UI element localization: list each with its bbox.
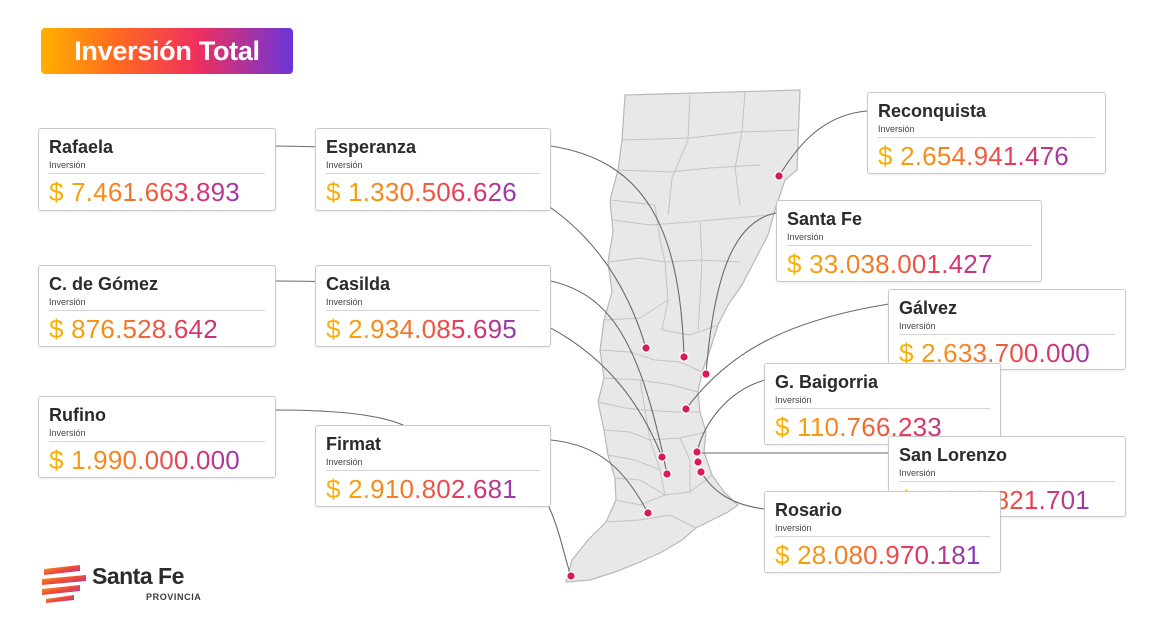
marker-rufino (566, 571, 576, 581)
card-g-baigorria: G. Baigorria Inversión $ 110.766.233 (764, 363, 1001, 445)
connector-esperanza (550, 145, 685, 358)
page-title: Inversión Total (41, 28, 293, 74)
marker-g-baigorria (692, 447, 702, 457)
marker-esperanza (679, 352, 689, 362)
marker-rafaela (641, 343, 651, 353)
investment-label: Inversión (49, 428, 265, 442)
city-name: Firmat (326, 434, 382, 454)
investment-label: Inversión (326, 457, 540, 471)
city-name: Santa Fe (787, 209, 863, 229)
investment-label: Inversión (326, 297, 540, 311)
investment-amount: $ 2.654.941.476 (878, 139, 1095, 173)
city-markers (566, 171, 784, 581)
card-firmat: Firmat Inversión $ 2.910.802.681 (315, 425, 551, 507)
card-galvez: Gálvez Inversión $ 2.633.700.000 (888, 289, 1126, 370)
investment-label: Inversión (49, 297, 265, 311)
connector-santa-fe (705, 212, 777, 375)
logo-name: Santa Fe (92, 563, 184, 589)
investment-amount: $ 7.461.663.893 (49, 175, 265, 209)
city-name: Rosario (775, 500, 843, 520)
connector-reconquista (778, 110, 868, 177)
logo-subtitle: PROVINCIA (146, 592, 202, 602)
investment-label: Inversión (775, 395, 990, 409)
card-reconquista: Reconquista Inversión $ 2.654.941.476 (867, 92, 1106, 174)
investment-amount: $ 33.038.001.427 (787, 247, 1031, 281)
marker-c-de-gomez (657, 452, 667, 462)
city-name: C. de Gómez (49, 274, 159, 294)
city-name: Rafaela (49, 137, 114, 157)
investment-amount: $ 1.990.000.000 (49, 443, 265, 477)
investment-label: Inversión (878, 124, 1095, 138)
city-name: Rufino (49, 405, 106, 425)
investment-label: Inversión (899, 321, 1115, 335)
marker-santa-fe (701, 369, 711, 379)
investment-amount: $ 1.330.506.626 (326, 175, 540, 209)
investment-amount: $ 2.934.085.695 (326, 312, 540, 346)
card-casilda: Casilda Inversión $ 2.934.085.695 (315, 265, 551, 347)
investment-label: Inversión (899, 468, 1115, 482)
investment-label: Inversión (787, 232, 1031, 246)
card-rufino: Rufino Inversión $ 1.990.000.000 (38, 396, 276, 478)
santa-fe-logo: Santa Fe PROVINCIA (40, 563, 210, 609)
city-name: Esperanza (326, 137, 417, 157)
investment-label: Inversión (49, 160, 265, 174)
connector-g-baigorria (696, 379, 766, 453)
card-rafaela: Rafaela Inversión $ 7.461.663.893 (38, 128, 276, 211)
card-santa-fe: Santa Fe Inversión $ 33.038.001.427 (776, 200, 1042, 282)
city-name: G. Baigorria (775, 372, 879, 392)
marker-casilda (662, 469, 672, 479)
city-name: Reconquista (878, 101, 987, 121)
connector-rufino (274, 409, 406, 427)
city-name: Gálvez (899, 298, 958, 318)
investment-label: Inversión (775, 523, 990, 537)
card-c-de-gomez: C. de Gómez Inversión $ 876.528.642 (38, 265, 276, 347)
investment-amount: $ 28.080.970.181 (775, 538, 990, 572)
city-name: San Lorenzo (899, 445, 1008, 465)
department-borders (597, 91, 799, 529)
connector-rosario (700, 471, 766, 510)
logo-stripes-icon (42, 565, 86, 603)
connector-extra (547, 504, 572, 577)
marker-san-lorenzo (693, 457, 703, 467)
card-esperanza: Esperanza Inversión $ 1.330.506.626 (315, 128, 551, 211)
connector-casilda (550, 280, 668, 475)
investment-amount: $ 2.910.802.681 (326, 472, 540, 506)
marker-galvez (681, 404, 691, 414)
marker-firmat (643, 508, 653, 518)
marker-reconquista (774, 171, 784, 181)
investment-label: Inversión (326, 160, 540, 174)
connector-firmat (550, 439, 649, 514)
investment-amount: $ 876.528.642 (49, 312, 265, 346)
marker-rosario (696, 467, 706, 477)
city-name: Casilda (326, 274, 391, 294)
connector-galvez (685, 303, 890, 410)
card-rosario: Rosario Inversión $ 28.080.970.181 (764, 491, 1001, 573)
